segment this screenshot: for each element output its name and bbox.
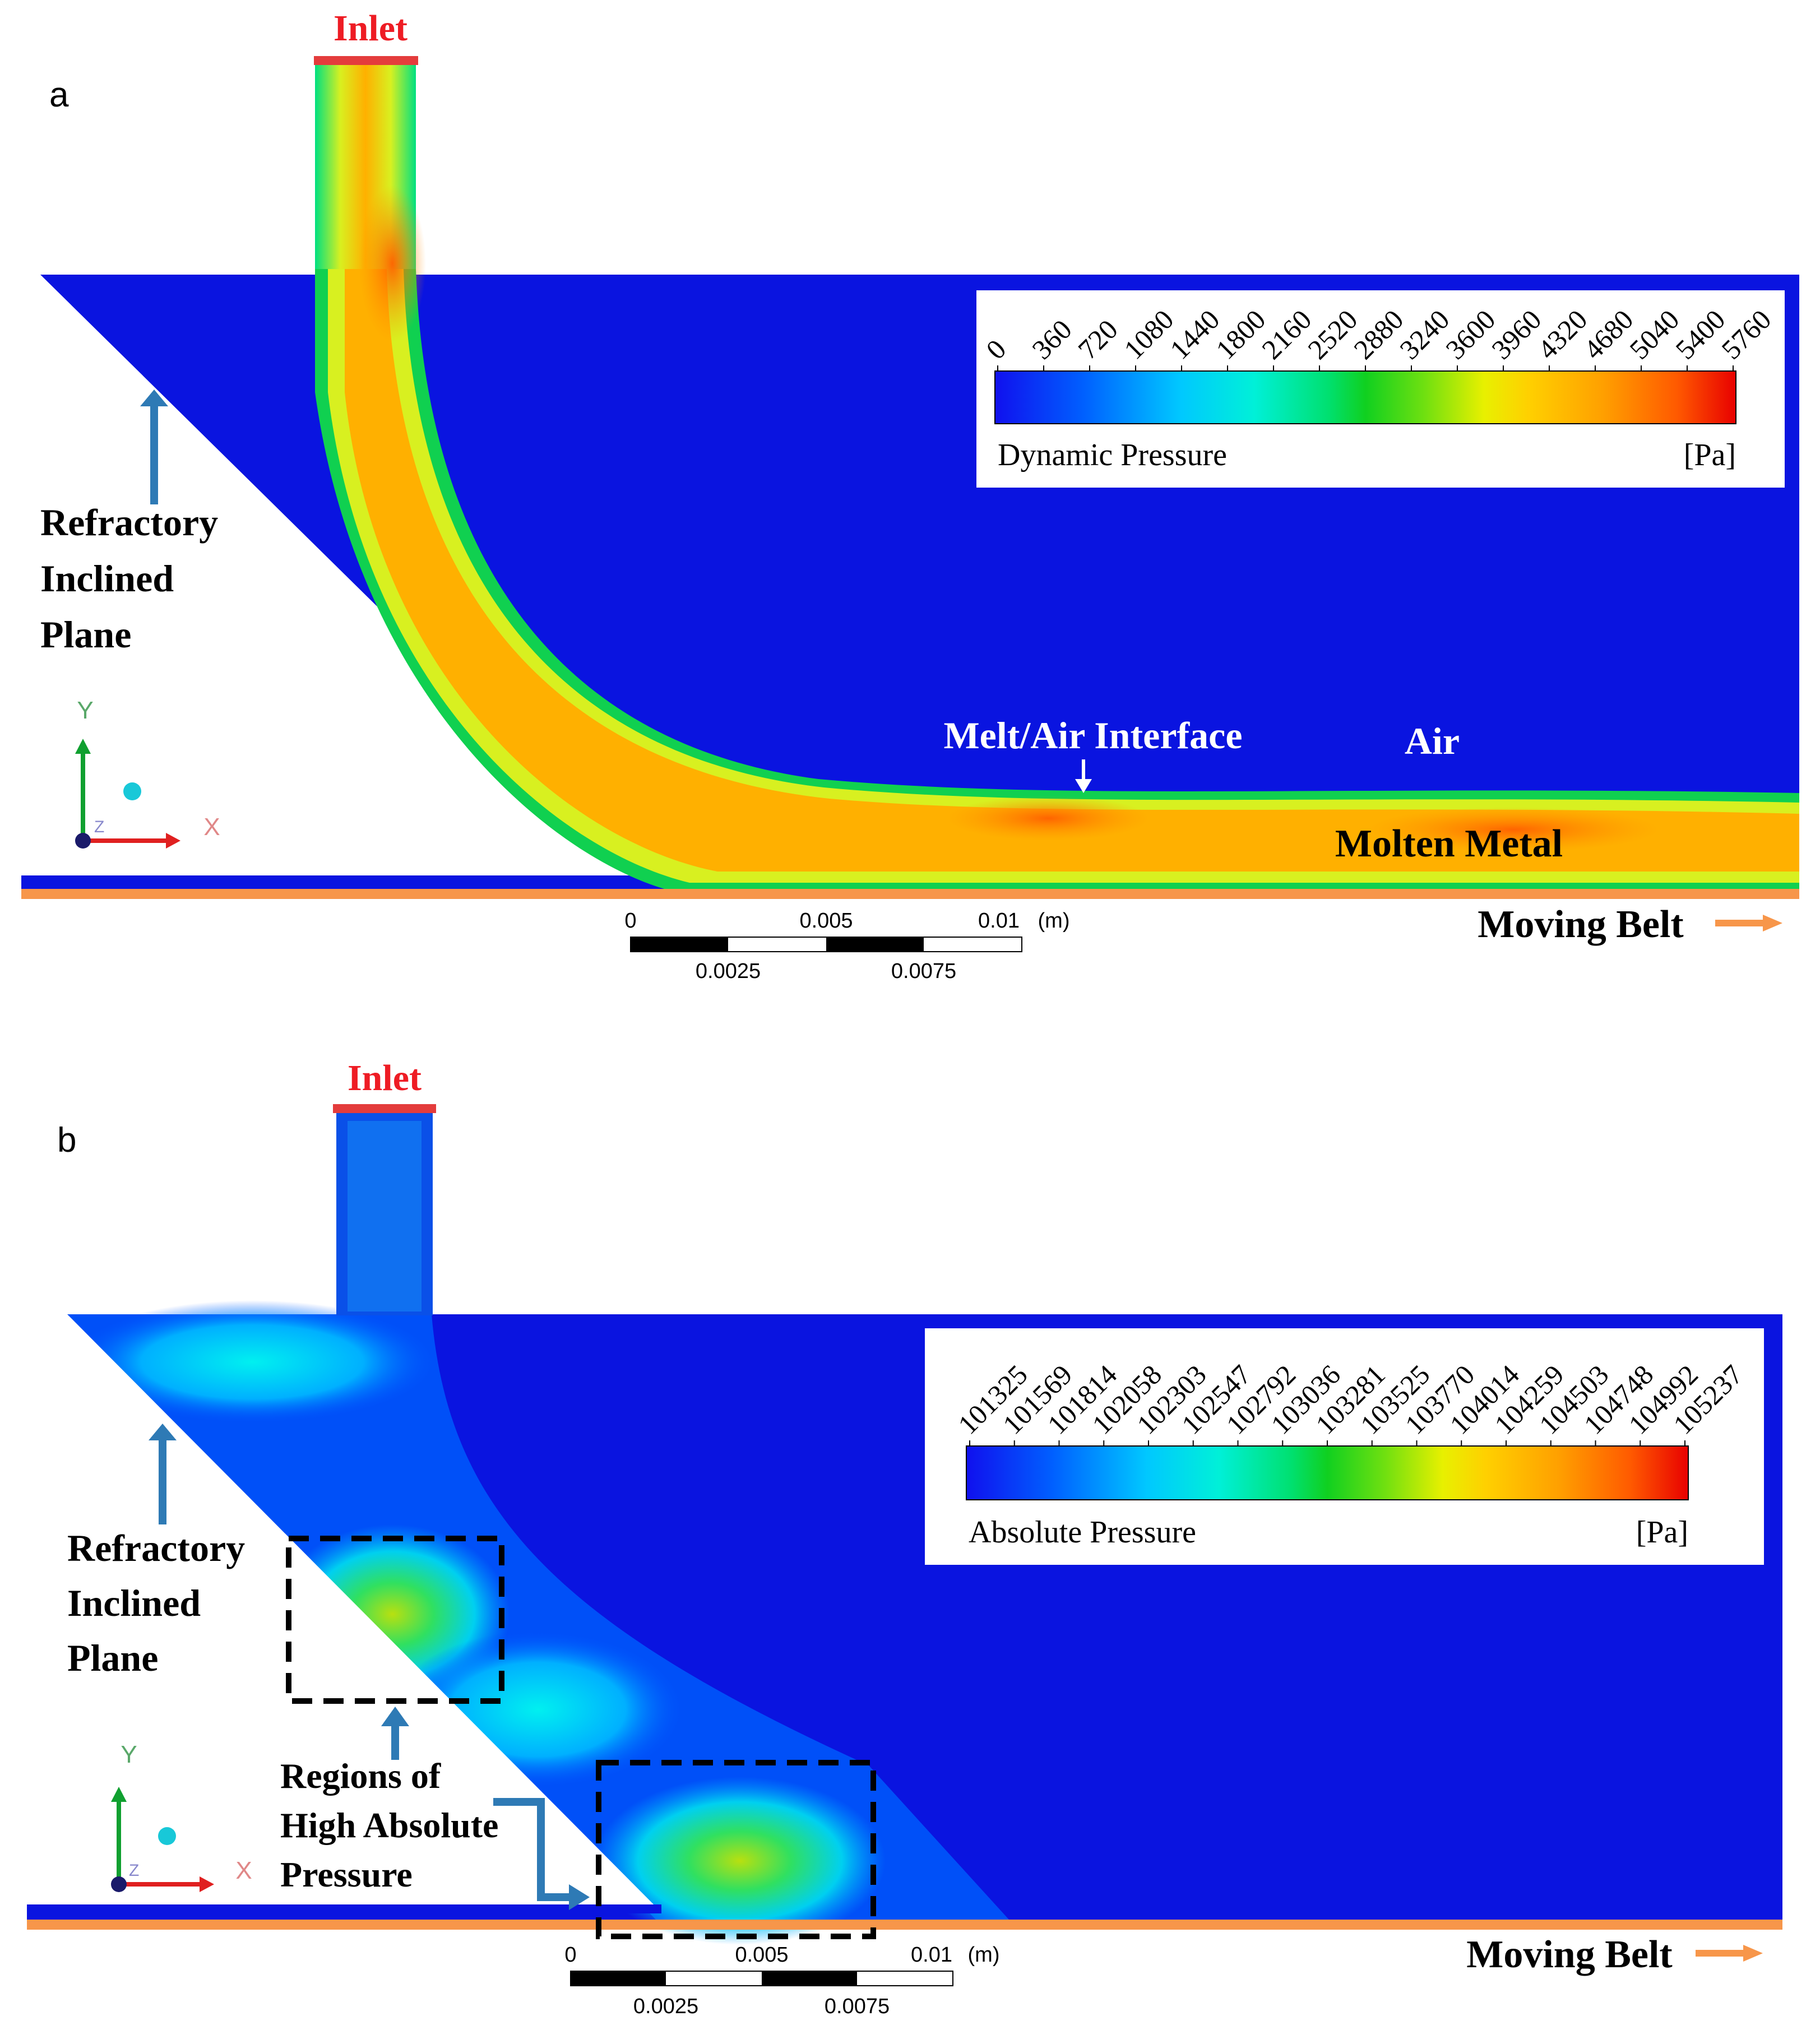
inlet-label: Inlet [334, 8, 407, 49]
scale-label-0005: 0.005 [735, 1943, 788, 1967]
refractory-label-line3: Plane [67, 1637, 158, 1679]
legend-unit: [Pa] [1684, 438, 1736, 472]
x-axis-arrow-head [200, 1876, 214, 1892]
legend-unit: [Pa] [1636, 1515, 1688, 1550]
scale-bar-b: 0 0.005 0.01 (m) 0.0025 0.0075 [564, 1943, 999, 2018]
scale-bar-segment [631, 937, 728, 952]
y-axis-label: Y [77, 697, 93, 724]
x-axis-label: X [235, 1857, 252, 1884]
x-axis-arrow-head [166, 833, 180, 849]
scale-label-0005: 0.005 [799, 909, 853, 933]
z-axis-origin [75, 833, 91, 849]
high-pressure-box-lower [596, 1760, 876, 1939]
panel-b-letter: b [57, 1121, 76, 1160]
scale-bar-a: 0 0.005 0.01 (m) 0.0025 0.0075 [624, 909, 1069, 983]
regions-arrow-right-head [569, 1884, 590, 1910]
belt-direction-arrow-head [1763, 915, 1782, 931]
scale-label-0: 0 [624, 909, 636, 933]
regions-arrow-right [493, 1798, 572, 1901]
bottom-fluid-strip [27, 1904, 661, 1913]
regions-label-line2: High Absolute [280, 1805, 498, 1845]
scale-bar-segment [826, 937, 924, 952]
high-pressure-box-upper [286, 1536, 504, 1704]
panel-a-letter: a [49, 76, 69, 114]
scale-label-00075: 0.0075 [825, 1995, 890, 2018]
scale-label-00025: 0.0025 [633, 1995, 698, 2018]
scale-bar-segment [762, 1971, 857, 1986]
air-label: Air [1405, 720, 1460, 762]
legend-b: 1013251015691018141020581023031025471027… [925, 1328, 1764, 1565]
refractory-label-line2: Inclined [67, 1582, 201, 1624]
z-axis-origin [111, 1876, 127, 1892]
scale-label-00075: 0.0075 [891, 960, 956, 983]
x-axis-label: X [203, 813, 220, 841]
moving-belt [27, 1920, 1782, 1930]
legend-title: Absolute Pressure [969, 1515, 1196, 1550]
interface-arrow-head [1075, 779, 1092, 793]
inlet-bar [314, 56, 418, 65]
y-axis-arrow-head [75, 739, 91, 754]
melt-air-interface-label: Melt/Air Interface [943, 714, 1242, 757]
refractory-label-line2: Inclined [40, 557, 174, 600]
regions-label-line1: Regions of [280, 1756, 441, 1796]
light-source-icon [158, 1827, 176, 1845]
refractory-arrow-head [140, 390, 168, 406]
inlet-bar [333, 1104, 436, 1113]
regions-arrow-up-head [381, 1707, 409, 1726]
inlet-channel-core [348, 1121, 422, 1311]
regions-label-line3: Pressure [280, 1855, 413, 1894]
scale-label-001: 0.01 [978, 909, 1020, 933]
refractory-label-line3: Plane [40, 613, 131, 656]
scale-label-0: 0 [564, 1943, 576, 1967]
colorbar [994, 370, 1736, 424]
axis-triad: Y X Z [111, 1741, 252, 1892]
moving-belt-label: Moving Belt [1478, 903, 1683, 946]
z-axis-label: Z [94, 818, 104, 836]
flow-region [67, 1314, 1009, 1920]
stream-hotspot [1368, 807, 1659, 852]
legend-a: 0 360720108014401800216025202880324036003… [976, 290, 1785, 488]
panel-a: a Inlet Refractory Inclined Plane [21, 8, 1799, 983]
y-axis-arrow-head [111, 1787, 127, 1802]
high-pressure-region [594, 1777, 886, 1945]
molten-metal-label: Molten Metal [1335, 822, 1563, 865]
scale-label-00025: 0.0025 [696, 960, 761, 983]
stream-hotspot [947, 796, 1149, 841]
scale-label-001: 0.01 [911, 1943, 952, 1967]
scale-bar-segment [571, 1971, 666, 1986]
stream-core [345, 269, 1799, 872]
colorbar [966, 1445, 1689, 1500]
flow-region [67, 1300, 437, 1424]
stream-hotspot [359, 185, 426, 342]
y-axis-label: Y [121, 1741, 137, 1768]
refractory-arrow-head [149, 1424, 177, 1440]
inlet-label: Inlet [348, 1058, 422, 1099]
panel-b: b Inlet Refractory Inclined Plane [27, 1058, 1782, 2018]
z-axis-label: Z [129, 1861, 139, 1880]
belt-direction-arrow-head [1743, 1945, 1763, 1962]
refractory-label-line1: Refractory [67, 1527, 245, 1569]
refractory-label-line1: Refractory [40, 501, 218, 544]
scale-unit: (m) [968, 1943, 1000, 1967]
axis-triad: Y X Z [75, 697, 220, 849]
light-source-icon [123, 782, 141, 800]
scale-unit: (m) [1038, 909, 1070, 933]
refractory-inclined-plane [27, 1314, 661, 1912]
moving-belt [21, 889, 1799, 899]
legend-title: Dynamic Pressure [998, 438, 1227, 472]
moving-belt-label: Moving Belt [1466, 1933, 1672, 1976]
